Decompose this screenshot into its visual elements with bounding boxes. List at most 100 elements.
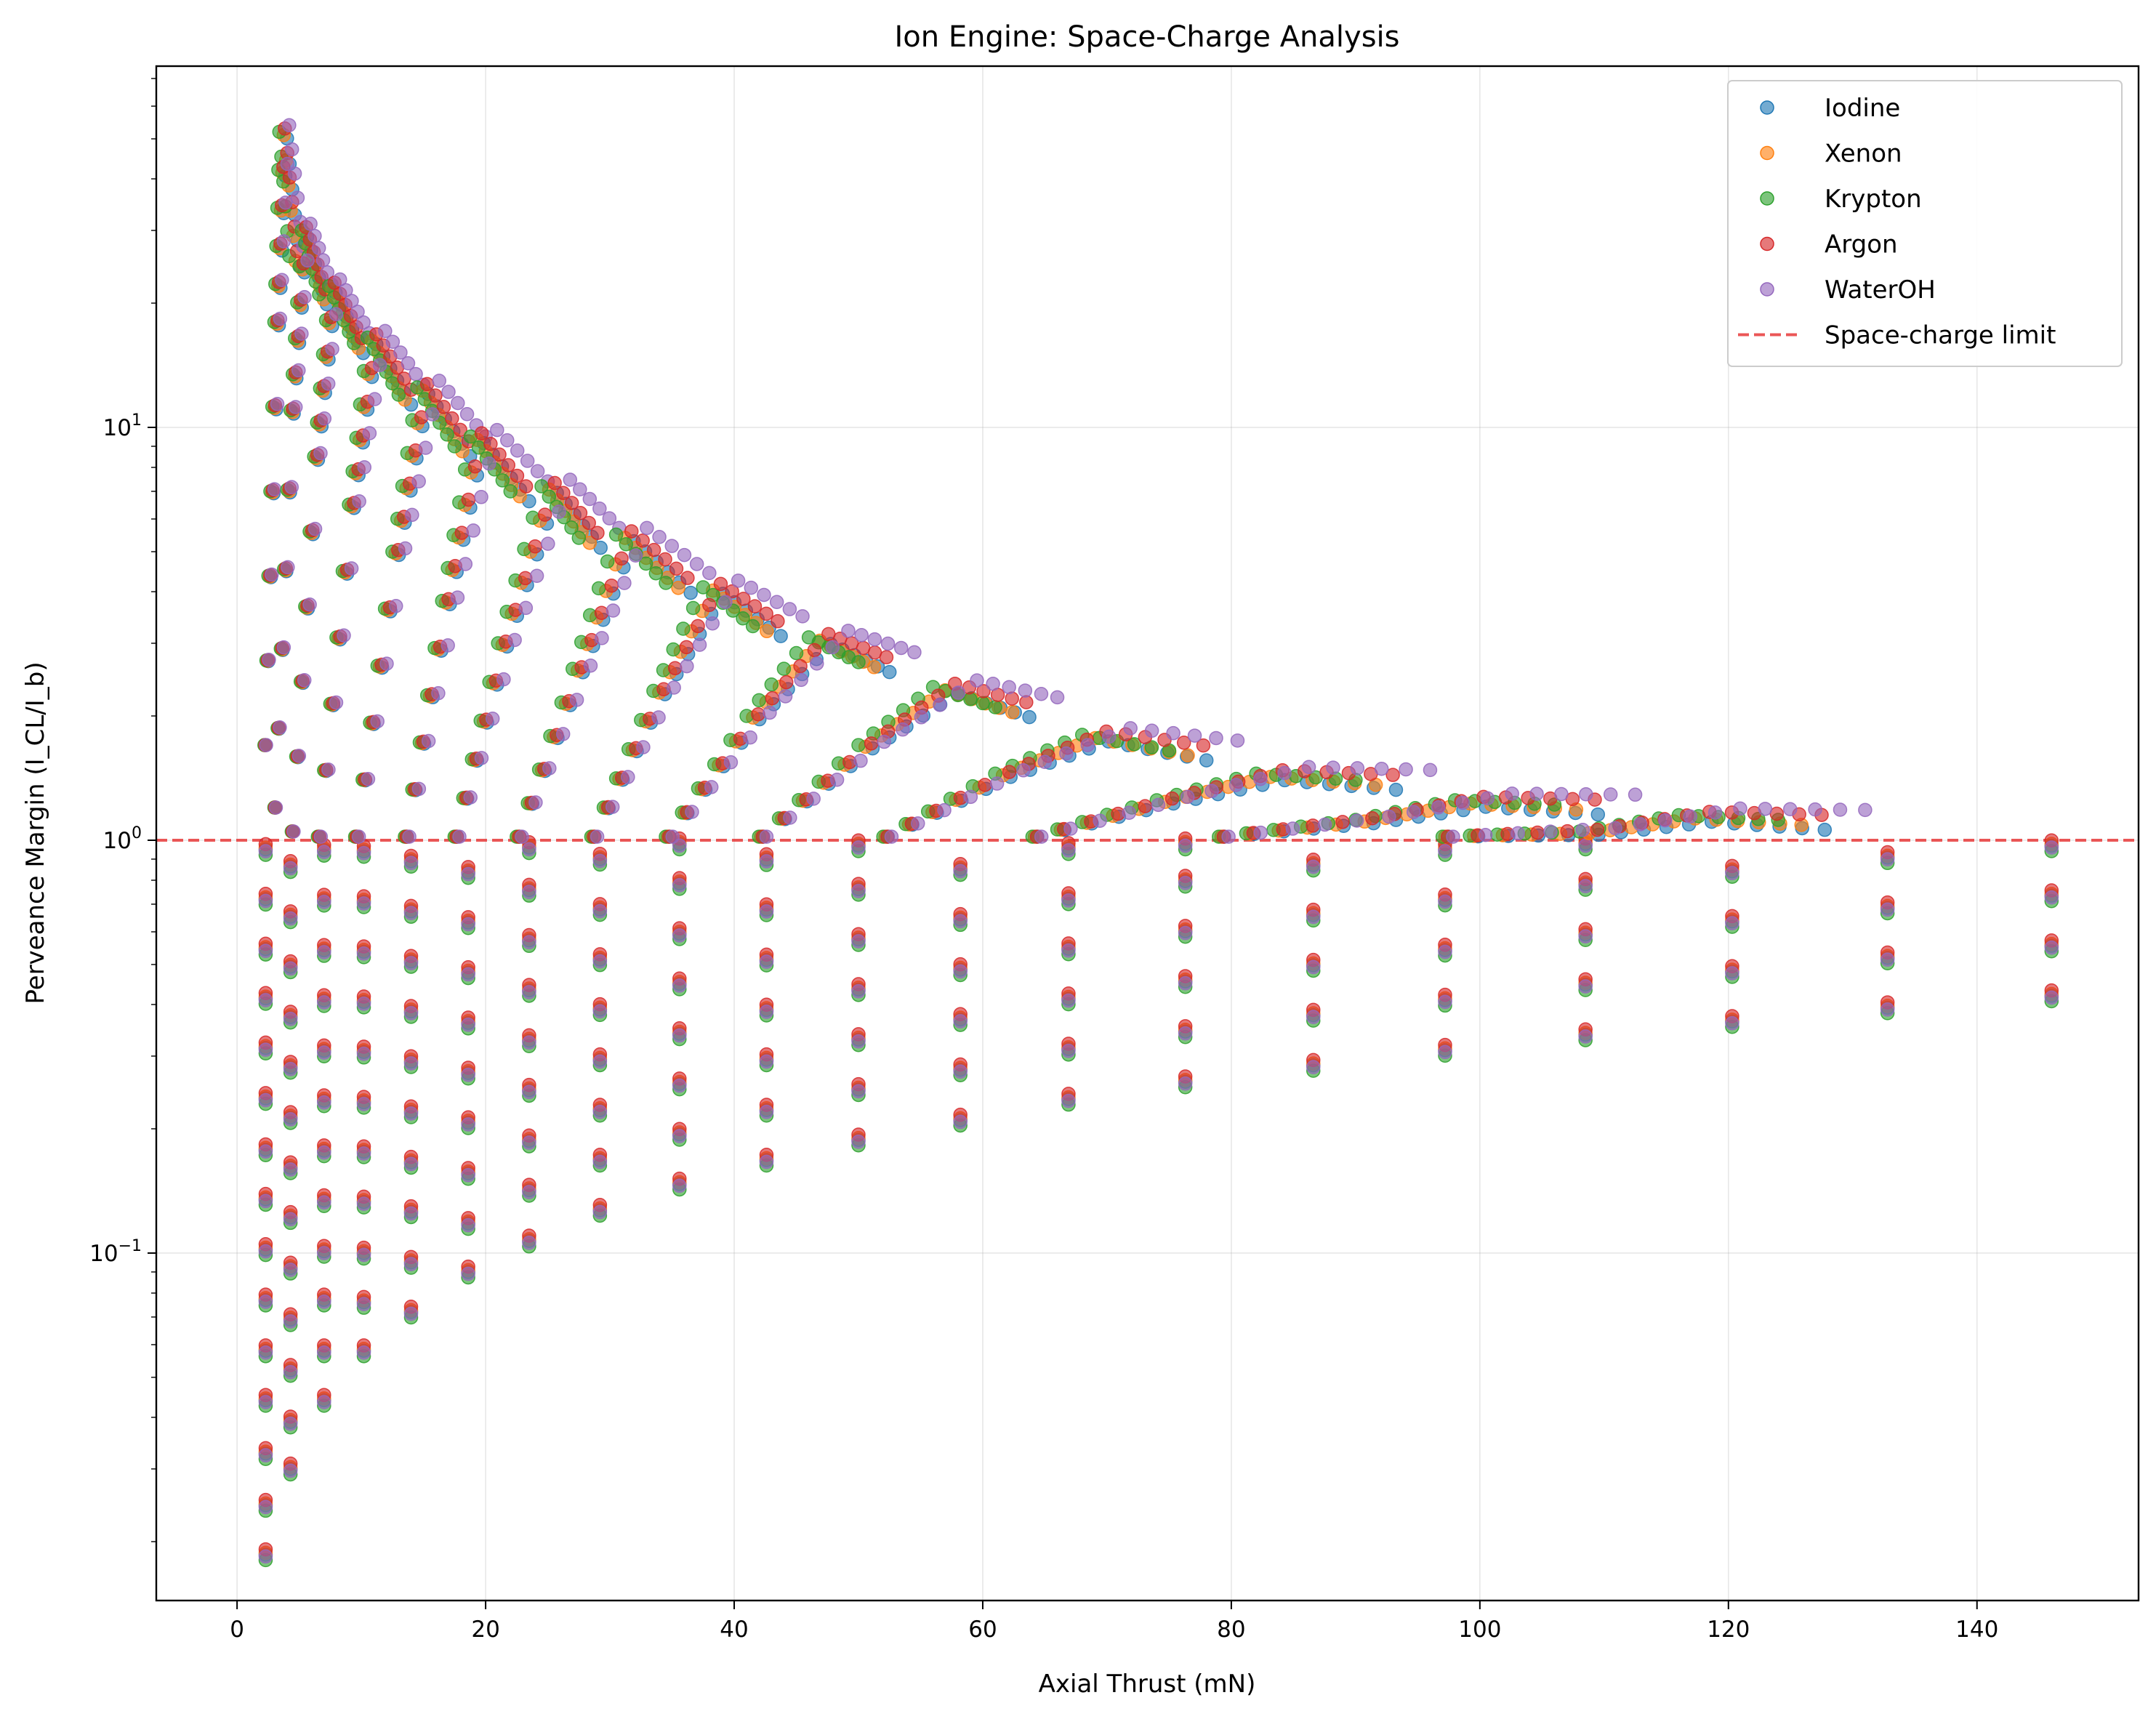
- data-point: [1374, 761, 1389, 776]
- data-point: [2044, 840, 2059, 855]
- data-point: [471, 440, 486, 455]
- data-point: [1002, 765, 1017, 779]
- data-point: [453, 422, 467, 438]
- data-point: [303, 217, 318, 231]
- data-point: [759, 854, 774, 869]
- data-point: [736, 611, 750, 626]
- data-point: [769, 595, 784, 610]
- data-point: [1050, 690, 1065, 705]
- x-axis: 0 20 40 60 80 100 120 140: [230, 1601, 1998, 1643]
- data-point: [357, 460, 372, 475]
- data-point: [356, 1097, 371, 1111]
- data-point: [776, 661, 792, 676]
- data-point: [356, 1146, 371, 1161]
- data-point: [731, 573, 746, 588]
- data-point: [1034, 686, 1049, 701]
- data-point: [664, 539, 680, 553]
- data-point: [1037, 754, 1053, 769]
- data-point: [518, 479, 534, 494]
- data-point: [522, 935, 536, 950]
- data-point: [283, 1212, 298, 1227]
- data-point: [496, 672, 511, 687]
- data-point: [582, 491, 598, 507]
- data-point: [452, 829, 467, 844]
- data-point: [317, 1295, 331, 1309]
- data-point: [284, 142, 299, 157]
- data-point: [667, 661, 683, 676]
- data-point: [1406, 805, 1421, 819]
- data-point: [547, 475, 562, 491]
- data-point: [403, 956, 419, 970]
- data-point: [640, 520, 654, 536]
- data-point: [258, 1295, 273, 1309]
- data-point: [953, 863, 968, 879]
- data-point: [651, 710, 666, 725]
- data-point: [1423, 762, 1438, 778]
- data-point: [1144, 740, 1159, 754]
- data-point: [783, 810, 797, 825]
- data-point: [398, 541, 413, 556]
- data-point: [666, 642, 680, 657]
- data-point: [522, 1185, 536, 1199]
- data-point: [672, 978, 687, 993]
- data-point: [283, 911, 298, 926]
- data-point: [752, 693, 766, 708]
- data-point: [441, 638, 455, 653]
- data-point: [1817, 822, 1833, 837]
- data-point: [592, 954, 608, 969]
- data-point: [522, 842, 536, 857]
- data-point: [474, 426, 489, 440]
- data-point: [495, 473, 510, 488]
- data-point: [273, 311, 288, 326]
- data-point: [280, 156, 295, 172]
- data-point: [1306, 859, 1321, 874]
- data-point: [520, 454, 535, 468]
- data-point: [1399, 762, 1413, 777]
- data-point: [1880, 1002, 1895, 1017]
- data-point: [739, 709, 754, 723]
- data-point: [1209, 730, 1223, 746]
- data-point: [744, 580, 759, 595]
- data-point: [1543, 824, 1558, 839]
- data-point: [1061, 843, 1076, 858]
- data-point: [315, 253, 331, 267]
- data-point: [1575, 823, 1590, 837]
- data-point: [451, 395, 465, 411]
- data-point: [778, 689, 793, 704]
- data-point: [794, 672, 808, 688]
- data-point: [671, 581, 685, 595]
- data-point: [276, 234, 291, 249]
- data-point: [313, 829, 329, 844]
- data-point: [676, 621, 691, 636]
- data-point: [339, 283, 353, 297]
- data-point: [683, 585, 698, 600]
- data-point: [1725, 966, 1739, 981]
- data-point: [362, 426, 377, 440]
- data-point: [461, 1217, 475, 1233]
- data-point: [759, 1154, 774, 1170]
- legend-label-xenon: Xenon: [1825, 140, 1902, 169]
- data-point: [1230, 733, 1245, 748]
- data-point: [853, 753, 868, 768]
- data-point: [976, 696, 990, 711]
- data-point: [1306, 909, 1321, 925]
- data-point: [317, 1095, 331, 1110]
- data-point: [378, 323, 393, 339]
- data-point: [258, 943, 273, 958]
- data-point: [851, 884, 866, 898]
- data-point: [321, 377, 336, 391]
- data-point: [529, 568, 544, 584]
- data-point: [1833, 802, 1848, 817]
- data-point: [866, 660, 882, 675]
- data-point: [685, 600, 701, 616]
- data-point: [590, 829, 605, 844]
- data-point: [759, 954, 774, 969]
- data-point: [283, 861, 298, 876]
- data-point: [419, 377, 435, 392]
- data-point: [1166, 725, 1180, 741]
- data-point: [563, 472, 578, 487]
- data-point: [617, 576, 632, 590]
- data-point: [1579, 786, 1593, 802]
- data-point: [592, 853, 608, 869]
- data-point: [953, 1014, 968, 1028]
